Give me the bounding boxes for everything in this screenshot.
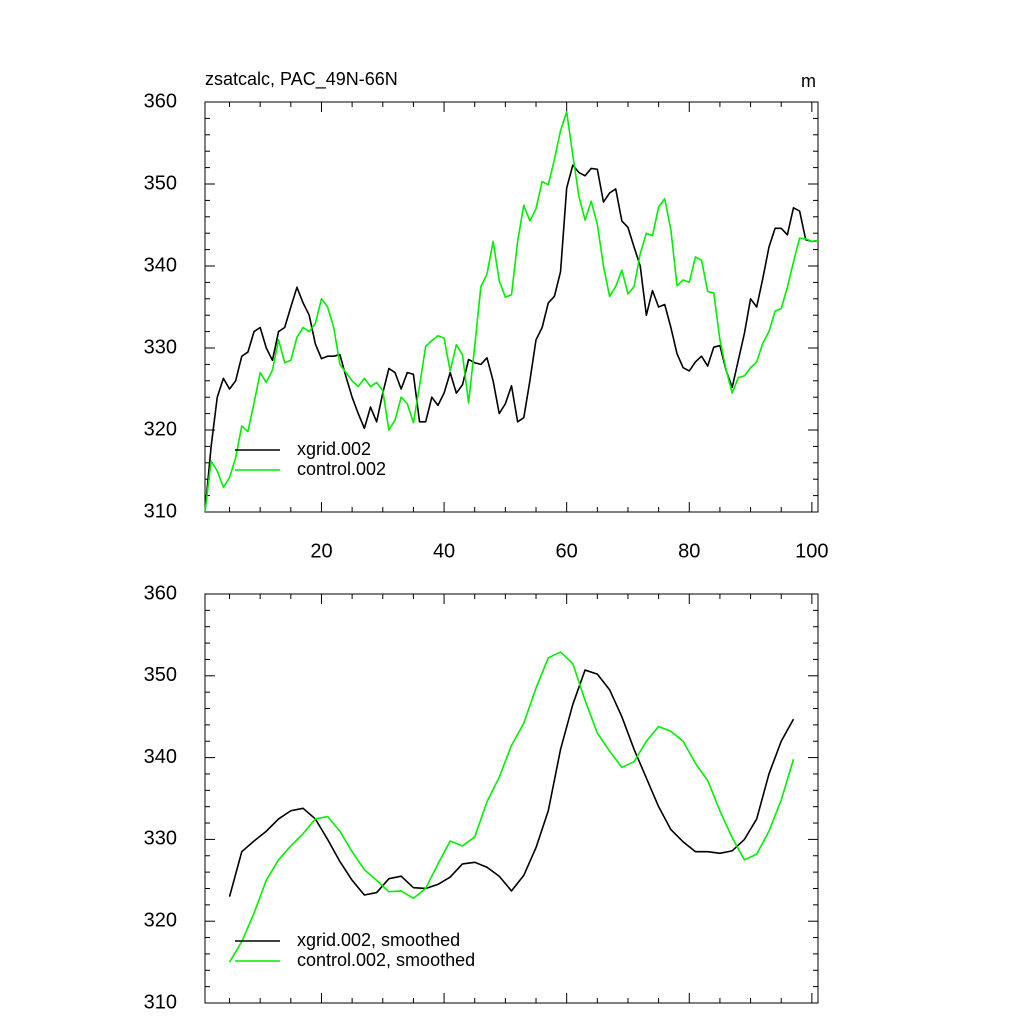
legend-label: control.002: [297, 459, 386, 479]
y-tick-label: 310: [144, 991, 177, 1013]
panel: zsatcalc, PAC_49N-66N m 310 320 330 340 350 360…: [144, 69, 829, 563]
x-tick-label: 60: [556, 540, 578, 562]
series-line: [204, 164, 819, 513]
x-tick-label: 80: [678, 540, 700, 562]
y-tick-label: 310: [144, 500, 177, 522]
y-tick-label: 340: [144, 254, 177, 276]
legend-label: xgrid.002: [297, 439, 371, 459]
plot-frame: [204, 101, 819, 513]
y-tick-label: 330: [144, 336, 177, 358]
legend-label: control.002, smoothed: [297, 950, 475, 970]
y-tick-label: 320: [144, 909, 177, 931]
panel: 310 320 330 340 350 360 xgrid.002, smoothedcon…: [144, 582, 819, 1013]
chart-title: zsatcalc, PAC_49N-66N: [205, 69, 398, 90]
y-tick-label: 330: [144, 828, 177, 850]
y-tick-label: 360: [144, 90, 177, 112]
x-tick-label: 20: [310, 540, 332, 562]
series-line: [228, 669, 795, 897]
y-tick-label: 320: [144, 418, 177, 440]
units-label: m: [801, 71, 816, 91]
y-tick-label: 350: [144, 172, 177, 194]
legend-label: xgrid.002, smoothed: [297, 930, 460, 950]
x-tick-label: 100: [795, 540, 828, 562]
plot-frame: [204, 593, 819, 1004]
series-line: [204, 111, 819, 513]
y-tick-label: 340: [144, 746, 177, 768]
y-tick-label: 350: [144, 664, 177, 686]
x-tick-label: 40: [433, 540, 455, 562]
y-tick-label: 360: [144, 582, 177, 604]
series-line: [228, 651, 795, 963]
